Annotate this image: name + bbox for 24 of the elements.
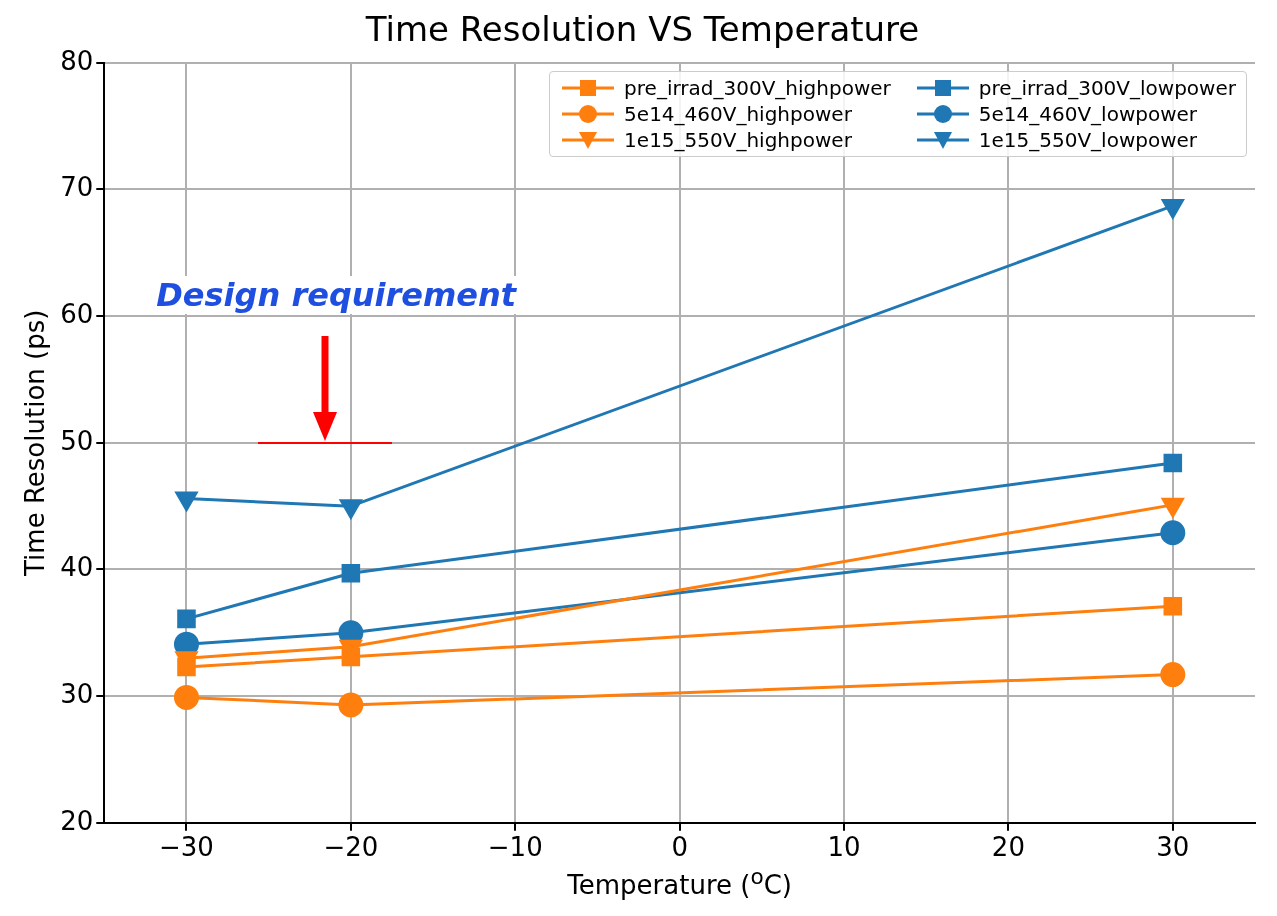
annotation: Design requirement: [154, 275, 519, 314]
y-tick-label: 50: [60, 425, 94, 456]
y-tick-label: 70: [60, 172, 94, 203]
y-tick-label: 30: [60, 678, 94, 709]
y-tick-label: 60: [60, 298, 94, 329]
y-axis-title: Time Resolution (ps): [20, 309, 51, 577]
x-tick-label: 20: [991, 832, 1025, 863]
y-tick-label: 20: [60, 805, 94, 836]
legend-label: 1e15_550V_highpower: [624, 127, 852, 152]
legend-label: pre_irrad_300V_highpower: [624, 75, 891, 100]
x-tick-label: 10: [827, 832, 861, 863]
x-tick-label: −30: [159, 832, 214, 863]
legend-label: pre_irrad_300V_lowpower: [978, 75, 1236, 100]
x-tick-label: 0: [671, 832, 688, 863]
x-tick-label: −10: [487, 832, 543, 863]
y-tick-label: 80: [60, 45, 94, 76]
chart-title: Time Resolution VS Temperature: [364, 9, 920, 50]
x-tick-label: −20: [323, 832, 379, 863]
x-axis-title: Temperature ($^{o}$C): [566, 864, 793, 900]
x-tick-label: 30: [1156, 832, 1190, 863]
legend-label: 5e14_460V_lowpower: [978, 101, 1198, 126]
legend-label: 5e14_460V_highpower: [624, 101, 852, 126]
legend-label: 1e15_550V_lowpower: [978, 127, 1198, 152]
y-tick-label: 40: [60, 552, 94, 583]
